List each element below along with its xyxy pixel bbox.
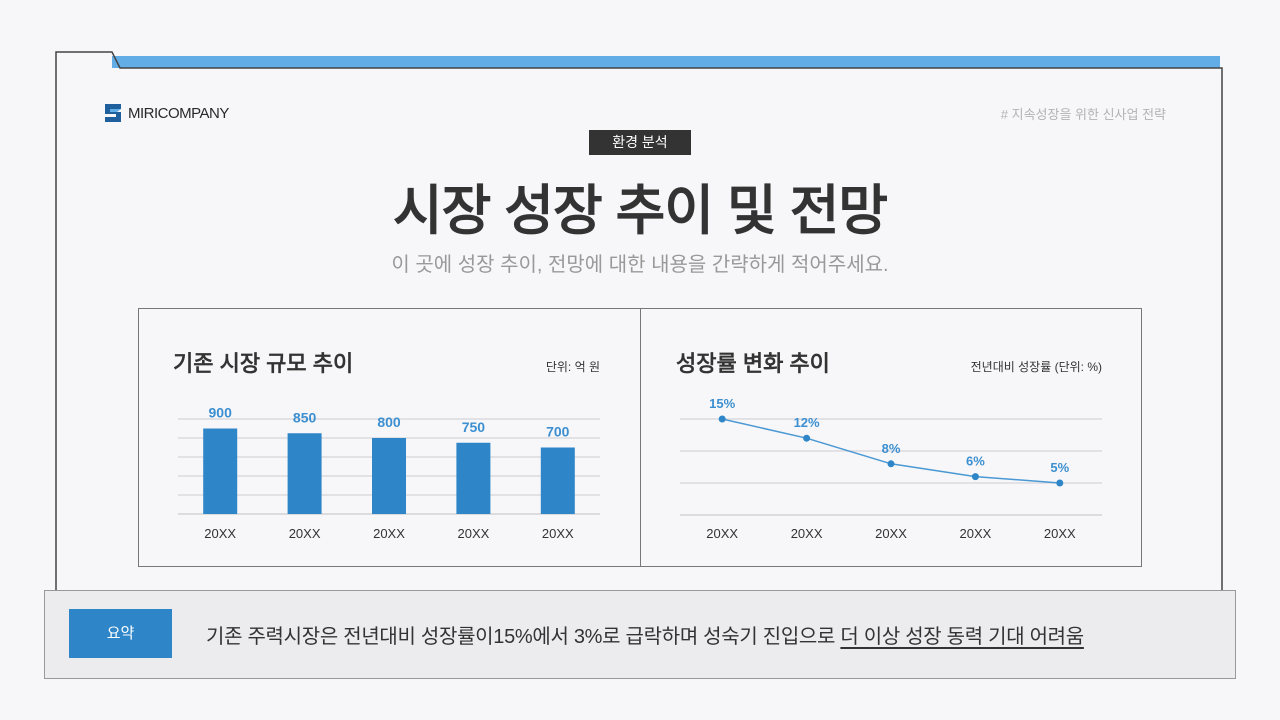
x-tick-label: 20XX (373, 526, 405, 541)
bar-value-label: 750 (462, 419, 486, 435)
logo-text: MIRICOMPANY (128, 104, 229, 122)
point-value-label: 8% (882, 441, 901, 456)
data-point (718, 415, 726, 423)
x-tick-label: 20XX (289, 526, 321, 541)
bar-value-label: 700 (546, 424, 570, 440)
bar (456, 442, 491, 514)
point-value-label: 15% (709, 396, 735, 411)
x-tick-label: 20XX (875, 526, 907, 541)
data-point (1056, 479, 1064, 487)
data-point (971, 473, 979, 481)
summary-emphasis: 더 이상 성장 동력 기대 어려움 (840, 626, 1084, 648)
bar (372, 438, 406, 514)
bar (203, 428, 238, 514)
summary-text: 기존 주력시장은 전년대비 성장률이15%에서 3%로 급락하며 성숙기 진입으… (206, 620, 1084, 649)
bar-value-label: 850 (293, 409, 317, 425)
bar-value-label: 800 (377, 414, 401, 430)
page-title: 시장 성장 추이 및 전망 (392, 181, 888, 241)
point-value-label: 12% (794, 415, 820, 430)
x-tick-label: 20XX (791, 526, 823, 541)
frame-border (55, 51, 1223, 590)
x-tick-label: 20XX (457, 526, 489, 541)
bar (540, 447, 575, 514)
page-subtitle: 이 곳에 성장 추이, 전망에 대한 내용을 간략하게 적어주세요. (391, 254, 889, 276)
tagline: # 지속성장을 위한 신사업 전략 (1000, 107, 1166, 122)
line-chart-unit: 전년대비 성장률 (단위: %) (970, 360, 1102, 374)
x-tick-label: 20XX (542, 526, 574, 541)
data-point (803, 434, 811, 442)
x-tick-label: 20XX (959, 526, 991, 541)
summary-label: 요약 (69, 609, 172, 658)
point-value-label: 5% (1050, 460, 1069, 475)
tab-bar (112, 56, 1220, 68)
line-chart-title: 성장률 변화 추이 (676, 351, 830, 376)
section-badge: 환경 분석 (589, 130, 691, 155)
x-tick-label: 20XX (1044, 526, 1076, 541)
summary-box (44, 590, 1236, 679)
line-chart-panel (640, 308, 1142, 567)
logo-s-icon (105, 104, 121, 122)
logo: MIRICOMPANY (103, 102, 229, 124)
summary-body: 기존 주력시장은 전년대비 성장률이15%에서 3%로 급락하며 성숙기 진입으… (206, 626, 841, 648)
bar-chart-title: 기존 시장 규모 추이 (173, 351, 354, 376)
bar-chart-unit: 단위: 억 원 (545, 360, 600, 374)
point-value-label: 6% (966, 454, 985, 469)
bar-value-label: 900 (209, 405, 233, 421)
x-tick-label: 20XX (204, 526, 236, 541)
data-point (887, 460, 895, 468)
x-tick-label: 20XX (706, 526, 738, 541)
bar (287, 433, 322, 514)
